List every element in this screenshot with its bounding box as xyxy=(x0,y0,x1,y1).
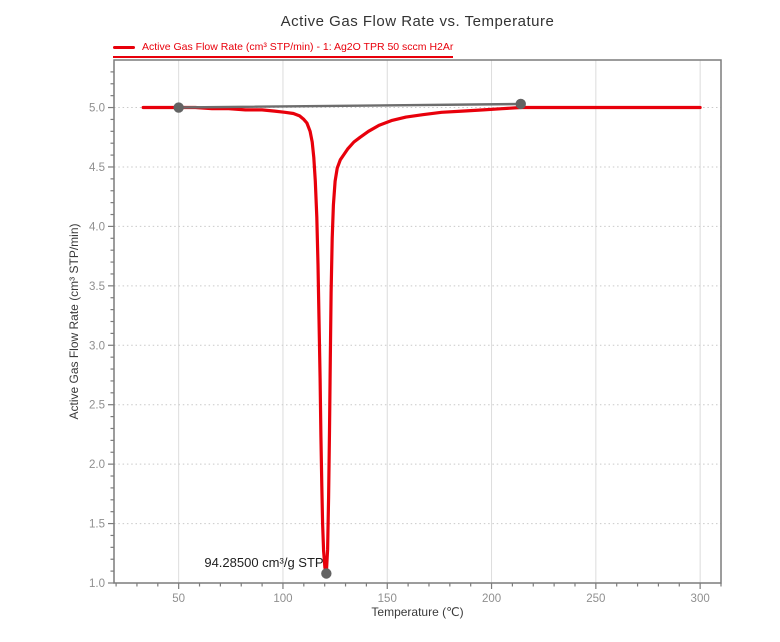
y-tick-label: 4.0 xyxy=(89,221,105,233)
peak-handle-marker[interactable] xyxy=(173,102,184,113)
y-tick-label: 1.5 xyxy=(89,519,105,531)
y-tick-label: 1.0 xyxy=(89,578,105,590)
legend-entry-label: Active Gas Flow Rate (cm³ STP/min) - 1: … xyxy=(142,41,454,53)
y-tick-label: 5.0 xyxy=(89,103,105,115)
x-tick-label: 150 xyxy=(378,593,397,605)
peak-handle-marker[interactable] xyxy=(321,568,332,579)
integration-baseline-line xyxy=(177,102,522,109)
x-tick-label: 300 xyxy=(691,593,710,605)
y-tick-label: 2.0 xyxy=(89,459,105,471)
legend-line-swatch-icon xyxy=(113,45,135,49)
plot-frame xyxy=(113,59,722,584)
x-tick-label: 200 xyxy=(482,593,501,605)
y-tick-label: 3.0 xyxy=(89,340,105,352)
y-tick-label: 4.5 xyxy=(89,162,105,174)
y-tick-label: 2.5 xyxy=(89,400,105,412)
x-tick-label: 100 xyxy=(273,593,292,605)
x-tick-label: 250 xyxy=(586,593,605,605)
x-tick-label: 50 xyxy=(172,593,185,605)
series-active-gas-flow-line xyxy=(141,105,702,576)
y-tick-label: 3.5 xyxy=(89,281,105,293)
y-axis-label: Active Gas Flow Rate (cm³ STP/min) xyxy=(67,223,81,419)
peak-quantity-annotation: 94.28500 cm³/g STP xyxy=(204,555,323,570)
chart-title: Active Gas Flow Rate vs. Temperature xyxy=(280,13,555,30)
peak-handle-marker[interactable] xyxy=(515,98,526,110)
legend-entry[interactable]: Active Gas Flow Rate (cm³ STP/min) - 1: … xyxy=(113,41,454,58)
x-axis-label: Temperature (℃) xyxy=(371,605,463,619)
